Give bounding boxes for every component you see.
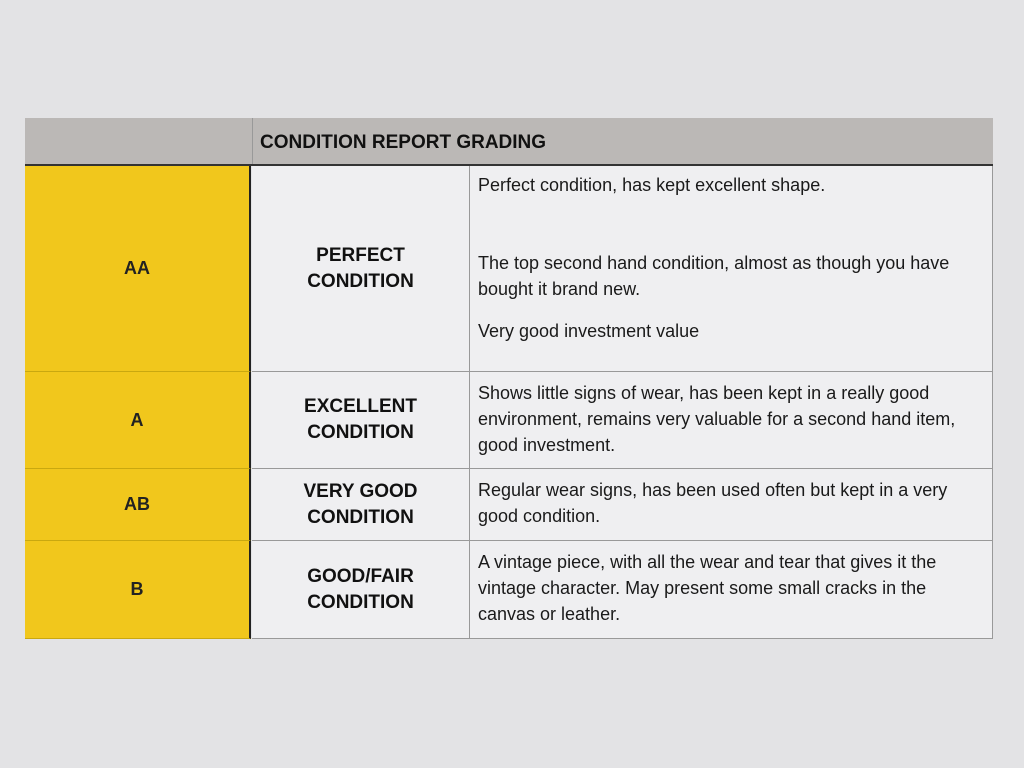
header-blank-cell [25,118,253,164]
description-text: A vintage piece, with all the wear and t… [478,552,937,624]
table-row: AB VERY GOOD CONDITION Regular wear sign… [25,469,993,541]
table-title: CONDITION REPORT GRADING [260,132,547,153]
grade-cell: AB [25,469,251,541]
grade-cell: AA [25,166,251,372]
condition-cell: PERFECT CONDITION [252,166,470,372]
description-text: Shows little signs of wear, has been kep… [478,383,956,455]
description-text: The top second hand condition, almost as… [478,253,950,299]
description-cell: A vintage piece, with all the wear and t… [470,541,993,639]
table-row: AA PERFECT CONDITION Perfect condition, … [25,166,993,372]
description-cell: Regular wear signs, has been used often … [470,469,993,541]
table-row: B GOOD/FAIR CONDITION A vintage piece, w… [25,541,993,639]
table-header: CONDITION REPORT GRADING [25,118,993,166]
description-text: Perfect condition, has kept excellent sh… [478,175,826,195]
description-text: Regular wear signs, has been used often … [478,480,948,526]
condition-cell: EXCELLENT CONDITION [252,372,470,469]
table-row: A EXCELLENT CONDITION Shows little signs… [25,372,993,469]
description-text: Very good investment value [478,321,700,341]
condition-cell: GOOD/FAIR CONDITION [252,541,470,639]
description-cell: Perfect condition, has kept excellent sh… [470,166,993,372]
description-cell: Shows little signs of wear, has been kep… [470,372,993,469]
condition-cell: VERY GOOD CONDITION [252,469,470,541]
grade-cell: B [25,541,251,639]
grade-cell: A [25,372,251,469]
